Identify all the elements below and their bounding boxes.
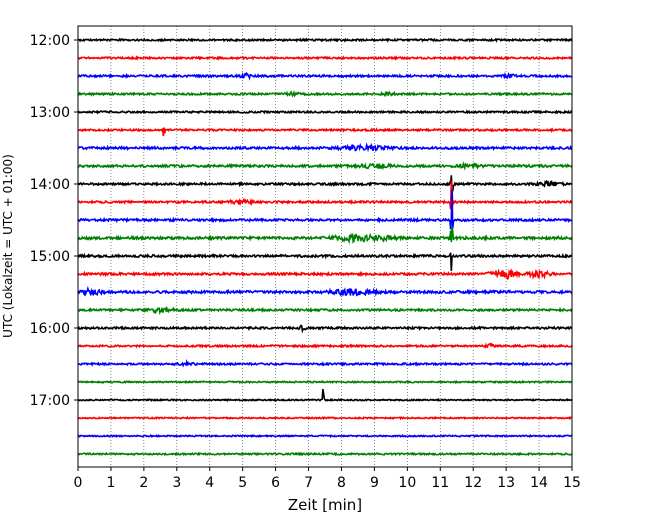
y-axis-label: UTC (Lokalzeit = UTC + 01:00) [1,154,15,338]
trace-1645 [77,379,573,385]
y-tick-label: 14:00 [30,177,70,193]
y-tick-label: 17:00 [30,393,70,409]
x-axis-ticks: 0 1 2 3 4 5 6 7 8 9 10 11 12 13 14 15 [74,467,581,491]
x-tick-label: 10 [398,475,416,491]
trace-1315 [77,127,573,137]
trace-1430 [77,189,573,230]
trace-1415 [77,180,573,210]
trace-1330 [77,142,573,153]
x-tick-label: 13 [497,475,515,491]
x-tick-label: 14 [530,475,548,491]
y-tick-label: 13:00 [30,105,70,121]
x-tick-label: 9 [370,475,379,491]
trace-1245 [77,90,573,98]
trace-1515 [77,268,573,281]
x-tick-label: 5 [238,475,247,491]
trace-1730 [77,433,573,439]
trace-1300 [77,109,573,115]
trace-1615 [77,342,573,349]
trace-1445 [77,226,573,245]
x-tick-label: 2 [139,475,148,491]
trace-1700 [77,388,573,403]
x-tick-label: 6 [271,475,280,491]
x-tick-label: 12 [464,475,482,491]
y-axis-ticks: 12:00 13:00 14:00 15:00 16:00 17:00 [30,33,78,409]
trace-1400 [77,175,573,192]
trace-1200 [77,37,573,43]
x-tick-label: 8 [337,475,346,491]
x-tick-label: 15 [563,475,581,491]
y-tick-label: 16:00 [30,321,70,337]
x-axis-label: Zeit [min] [288,496,362,514]
trace-1600 [77,324,573,334]
trace-1745 [77,451,573,457]
y-tick-label: 12:00 [30,33,70,49]
x-tick-label: 4 [205,475,214,491]
trace-1500 [77,252,573,271]
trace-1630 [77,358,573,368]
trace-1215 [77,55,573,61]
trace-1715 [77,415,573,421]
plot-frame [77,25,573,468]
trace-1345 [77,161,573,171]
y-tick-label: 15:00 [30,249,70,265]
trace-1230 [77,71,573,81]
trace-series [77,37,573,457]
x-tick-label: 7 [304,475,313,491]
trace-1530 [77,285,573,297]
x-tick-label: 11 [431,475,449,491]
trace-1545 [77,305,573,316]
x-tick-label: 0 [74,475,83,491]
x-tick-label: 1 [106,475,115,491]
x-tick-label: 3 [172,475,181,491]
